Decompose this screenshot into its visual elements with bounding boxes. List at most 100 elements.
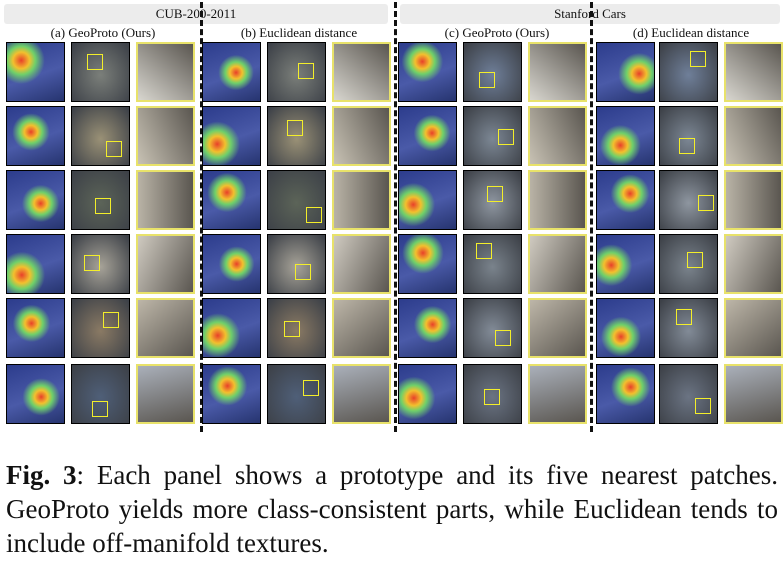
nearest-patch-box <box>95 198 111 214</box>
panel-c-photo-tile-row-3 <box>463 170 522 230</box>
nearest-patch-box <box>92 401 108 417</box>
panel-a-photo-tile-row-3 <box>71 170 130 230</box>
panel-a-photo-tile-row-4 <box>71 234 130 294</box>
panel-c-patch-tile-row-4 <box>528 234 587 294</box>
nearest-patch-box <box>295 264 311 280</box>
panel-d-patch-tile-row-4 <box>724 234 783 294</box>
panel-c-patch-tile-row-6 <box>528 364 587 424</box>
nearest-patch-box <box>687 252 703 268</box>
panel-d-photo-tile-row-2 <box>659 106 718 166</box>
panel-b-heatmap-tile-row-1 <box>202 42 261 102</box>
panel-d-photo-tile-row-1 <box>659 42 718 102</box>
panel-a-heatmap-tile-row-4 <box>6 234 65 294</box>
panel-c-photo-tile-row-2 <box>463 106 522 166</box>
nearest-patch-box <box>479 72 495 88</box>
panel-c-heatmap-tile-row-1 <box>398 42 457 102</box>
panel-d-patch-tile-row-5 <box>724 298 783 358</box>
panel-a-patch-tile-row-1 <box>136 42 195 102</box>
panel-a-patch-tile-row-4 <box>136 234 195 294</box>
panel-a-heatmap-tile-row-1 <box>6 42 65 102</box>
panel-b-photo-tile-row-5 <box>267 298 326 358</box>
panel-a-patch-tile-row-6 <box>136 364 195 424</box>
figure-caption: Fig. 3: Each panel shows a prototype and… <box>6 458 778 560</box>
panel-a-photo-tile-row-5 <box>71 298 130 358</box>
panel-title-c: (c) GeoProto (Ours) <box>444 25 550 40</box>
panel-title-a: (a) GeoProto (Ours) <box>50 25 156 40</box>
panel-b-photo-tile-row-6 <box>267 364 326 424</box>
panel-d-photo-tile-row-4 <box>659 234 718 294</box>
panel-c-heatmap-tile-row-3 <box>398 170 457 230</box>
nearest-patch-box <box>306 207 322 223</box>
panel-d-photo-tile-row-5 <box>659 298 718 358</box>
panel-a-photo-tile-row-2 <box>71 106 130 166</box>
panel-c-patch-tile-row-3 <box>528 170 587 230</box>
dataset-banner-cub: CUB-200-2011 <box>4 4 388 24</box>
panel-c-heatmap-tile-row-6 <box>398 364 457 424</box>
nearest-patch-box <box>695 398 711 414</box>
nearest-patch-box <box>287 120 303 136</box>
panel-c-patch-tile-row-1 <box>528 42 587 102</box>
nearest-patch-box <box>476 243 492 259</box>
panel-b-photo-tile-row-2 <box>267 106 326 166</box>
panel-b-heatmap-tile-row-2 <box>202 106 261 166</box>
panel-b-heatmap-tile-row-5 <box>202 298 261 358</box>
panel-d-heatmap-tile-row-4 <box>596 234 655 294</box>
panel-b-patch-tile-row-4 <box>332 234 391 294</box>
panel-b-photo-tile-row-3 <box>267 170 326 230</box>
panel-c-patch-tile-row-5 <box>528 298 587 358</box>
nearest-patch-box <box>84 255 100 271</box>
panel-b-patch-tile-row-6 <box>332 364 391 424</box>
nearest-patch-box <box>484 389 500 405</box>
panel-d-patch-tile-row-3 <box>724 170 783 230</box>
panel-b-photo-tile-row-4 <box>267 234 326 294</box>
caption-text: : Each panel shows a prototype and its f… <box>6 460 778 558</box>
panel-c-patch-tile-row-2 <box>528 106 587 166</box>
panel-d-heatmap-tile-row-6 <box>596 364 655 424</box>
nearest-patch-box <box>284 321 300 337</box>
panel-d-heatmap-tile-row-2 <box>596 106 655 166</box>
caption-label: Fig. 3 <box>6 460 77 490</box>
panel-b-heatmap-tile-row-3 <box>202 170 261 230</box>
nearest-patch-box <box>690 51 706 67</box>
panel-d-patch-tile-row-6 <box>724 364 783 424</box>
panel-divider-cd <box>590 2 593 432</box>
nearest-patch-box <box>87 54 103 70</box>
panel-a-photo-tile-row-6 <box>71 364 130 424</box>
panel-c-photo-tile-row-6 <box>463 364 522 424</box>
panel-b-photo-tile-row-1 <box>267 42 326 102</box>
panel-b-patch-tile-row-5 <box>332 298 391 358</box>
panel-a-heatmap-tile-row-6 <box>6 364 65 424</box>
panel-c-photo-tile-row-4 <box>463 234 522 294</box>
nearest-patch-box <box>495 330 511 346</box>
panel-a-heatmap-tile-row-2 <box>6 106 65 166</box>
dataset-divider <box>394 2 397 432</box>
nearest-patch-box <box>498 129 514 145</box>
nearest-patch-box <box>676 309 692 325</box>
panel-a-heatmap-tile-row-3 <box>6 170 65 230</box>
panel-b-patch-tile-row-1 <box>332 42 391 102</box>
panel-a-heatmap-tile-row-5 <box>6 298 65 358</box>
panel-c-heatmap-tile-row-4 <box>398 234 457 294</box>
nearest-patch-box <box>698 195 714 211</box>
figure: CUB-200-2011 Stanford Cars (a) GeoProto … <box>4 2 783 432</box>
nearest-patch-box <box>303 380 319 396</box>
panel-d-patch-tile-row-2 <box>724 106 783 166</box>
panel-b-heatmap-tile-row-4 <box>202 234 261 294</box>
panel-d-heatmap-tile-row-5 <box>596 298 655 358</box>
panel-title-d: (d) Euclidean distance <box>632 25 750 40</box>
panel-d-photo-tile-row-6 <box>659 364 718 424</box>
nearest-patch-box <box>298 63 314 79</box>
panel-a-patch-tile-row-2 <box>136 106 195 166</box>
panel-title-b: (b) Euclidean distance <box>240 25 358 40</box>
panel-a-patch-tile-row-3 <box>136 170 195 230</box>
panel-a-photo-tile-row-1 <box>71 42 130 102</box>
panel-a-patch-tile-row-5 <box>136 298 195 358</box>
nearest-patch-box <box>679 138 695 154</box>
panel-d-heatmap-tile-row-1 <box>596 42 655 102</box>
panel-b-patch-tile-row-2 <box>332 106 391 166</box>
panel-divider-ab <box>200 2 203 432</box>
panel-c-photo-tile-row-5 <box>463 298 522 358</box>
nearest-patch-box <box>487 186 503 202</box>
panel-c-heatmap-tile-row-5 <box>398 298 457 358</box>
panel-d-heatmap-tile-row-3 <box>596 170 655 230</box>
